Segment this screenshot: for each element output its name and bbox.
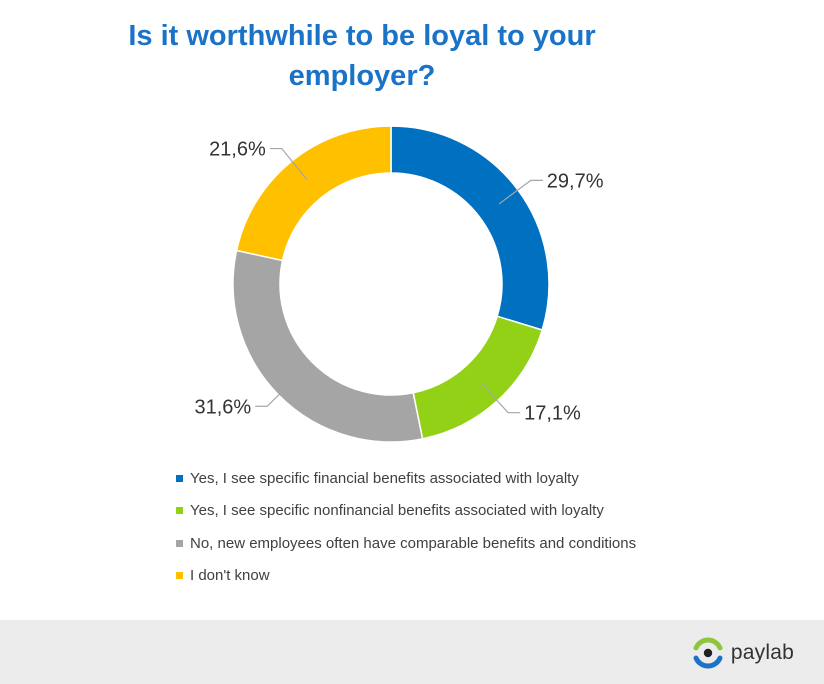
donut-slice-2 [412, 315, 544, 440]
legend-swatch [176, 539, 183, 547]
data-label-1: 29,7% [547, 170, 604, 192]
legend-item-2: Yes, I see specific nonfinancial benefit… [176, 501, 636, 521]
leader-line-2 [481, 383, 521, 414]
chart-title-line-1: Is it worthwhile to be loyal to your [128, 20, 596, 52]
donut-chart: 29,7% 17,1% 31,6% 21,6% [194, 125, 604, 443]
donut-slice-4 [235, 125, 392, 262]
data-label-2: 17,1% [524, 403, 581, 425]
footer-bar: paylab [0, 620, 824, 684]
leader-line-4 [269, 147, 308, 180]
eye-logo-icon [693, 637, 723, 669]
legend-swatch [176, 507, 183, 514]
legend-swatch [176, 474, 183, 482]
donut-slice-3 [232, 249, 424, 443]
data-label-3: 31,6% [194, 396, 251, 418]
data-label-4: 21,6% [209, 139, 266, 161]
donut-slice-1 [390, 125, 550, 331]
legend-label: No, new employees often have comparable … [190, 534, 637, 552]
leader-line-3 [255, 378, 296, 407]
chart-title-line-2: employer? [288, 60, 436, 92]
legend-item-1: Yes, I see specific financial benefits a… [176, 468, 636, 488]
legend-label: Yes, I see specific financial benefits a… [190, 469, 579, 487]
leader-line-1 [498, 179, 543, 205]
chart-title: Is it worthwhile to be loyal to your emp… [0, 16, 724, 96]
brand-name: paylab [730, 641, 794, 664]
legend-item-3: No, new employees often have comparable … [176, 533, 636, 553]
legend-label: Yes, I see specific nonfinancial benefit… [190, 502, 604, 519]
chart-legend: Yes, I see specific financial benefits a… [176, 468, 636, 598]
legend-swatch [176, 572, 183, 579]
legend-label: I don't know [190, 567, 270, 584]
legend-item-4: I don't know [176, 566, 636, 586]
paylab-logo: paylab [691, 636, 794, 670]
